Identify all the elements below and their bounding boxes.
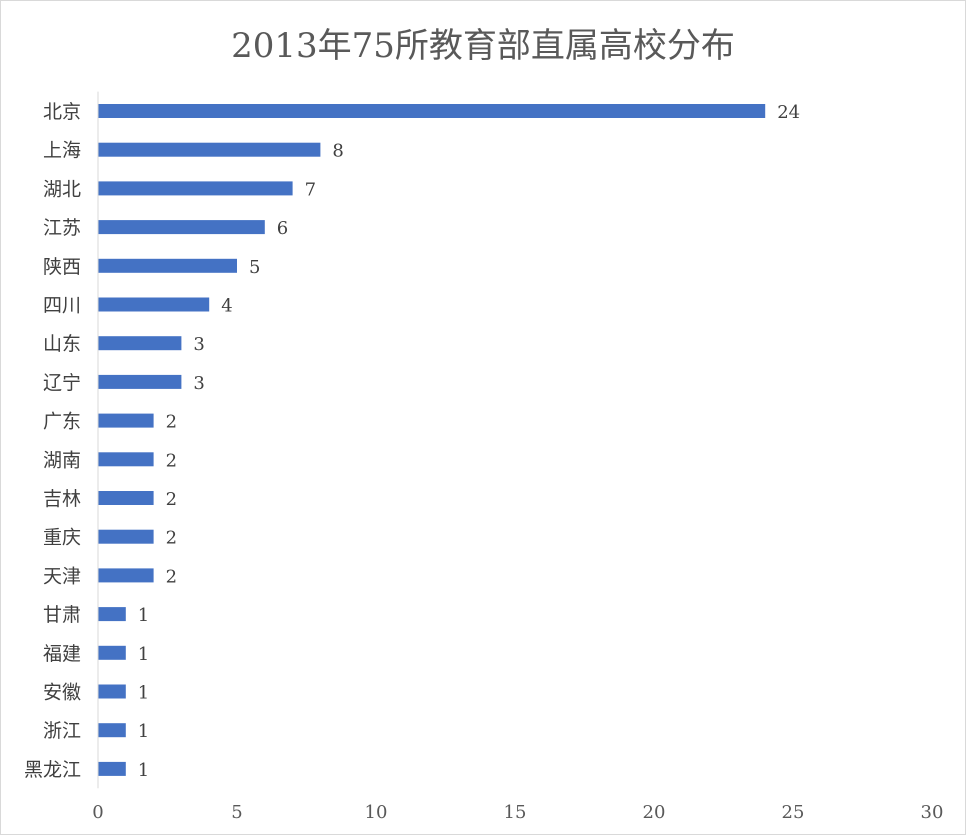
data-label-8: 2 bbox=[166, 412, 177, 433]
category-label-16: 浙江 bbox=[43, 720, 81, 742]
bar-2 bbox=[98, 181, 293, 196]
category-label-7: 辽宁 bbox=[43, 372, 81, 394]
x-tick-label-2: 10 bbox=[365, 802, 388, 823]
x-tick-labels-group: 0 5 10 15 20 25 30 bbox=[92, 802, 943, 823]
bar-14 bbox=[98, 645, 126, 660]
bar-10 bbox=[98, 491, 154, 505]
x-tick-label-5: 25 bbox=[782, 802, 805, 823]
category-label-9: 湖南 bbox=[43, 449, 81, 471]
data-label-12: 2 bbox=[166, 566, 177, 587]
bar-6 bbox=[98, 336, 182, 351]
data-label-7: 3 bbox=[193, 373, 204, 394]
x-tick-label-1: 5 bbox=[231, 802, 242, 823]
data-label-15: 1 bbox=[138, 683, 149, 704]
x-tick-label-4: 20 bbox=[643, 802, 666, 823]
data-label-13: 1 bbox=[138, 605, 149, 626]
category-label-2: 湖北 bbox=[43, 178, 81, 200]
category-label-3: 江苏 bbox=[43, 217, 81, 239]
category-label-5: 四川 bbox=[43, 295, 81, 317]
category-label-11: 重庆 bbox=[43, 527, 81, 549]
bar-1 bbox=[98, 142, 321, 157]
bar-3 bbox=[98, 220, 265, 235]
bar-0 bbox=[98, 104, 766, 118]
data-label-16: 1 bbox=[138, 721, 149, 742]
category-label-4: 陕西 bbox=[43, 256, 81, 278]
category-label-8: 广东 bbox=[43, 411, 81, 433]
category-label-10: 吉林 bbox=[43, 488, 81, 510]
x-tick-label-3: 15 bbox=[504, 802, 527, 823]
bar-11 bbox=[98, 529, 154, 544]
data-label-6: 3 bbox=[193, 334, 204, 355]
data-label-0: 24 bbox=[777, 102, 800, 123]
bar-8 bbox=[98, 413, 154, 428]
data-label-2: 7 bbox=[305, 179, 316, 200]
data-label-3: 6 bbox=[277, 218, 288, 239]
data-label-5: 4 bbox=[221, 296, 232, 317]
bar-12 bbox=[98, 568, 154, 583]
data-label-11: 2 bbox=[166, 528, 177, 549]
x-tick-label-0: 0 bbox=[92, 802, 103, 823]
bar-16 bbox=[98, 723, 126, 738]
chart-title: 2013年75所教育部直属高校分布 bbox=[231, 26, 735, 66]
bars-group bbox=[98, 104, 766, 776]
bar-9 bbox=[98, 452, 154, 467]
category-label-6: 山东 bbox=[43, 333, 81, 355]
data-label-4: 5 bbox=[249, 257, 260, 278]
bar-7 bbox=[98, 374, 182, 389]
data-label-9: 2 bbox=[166, 450, 177, 471]
category-label-14: 福建 bbox=[43, 643, 81, 665]
category-label-15: 安徽 bbox=[43, 682, 81, 704]
category-label-17: 黑龙江 bbox=[24, 759, 81, 781]
data-label-1: 8 bbox=[332, 141, 343, 162]
bar-17 bbox=[98, 761, 126, 776]
bar-5 bbox=[98, 297, 210, 312]
category-label-13: 甘肃 bbox=[43, 604, 81, 626]
x-tick-label-6: 30 bbox=[921, 802, 944, 823]
bar-13 bbox=[98, 607, 126, 622]
category-label-12: 天津 bbox=[43, 565, 81, 587]
category-label-1: 上海 bbox=[43, 140, 81, 162]
category-label-0: 北京 bbox=[43, 101, 81, 123]
bar-15 bbox=[98, 684, 126, 699]
bar-4 bbox=[98, 258, 237, 273]
data-label-17: 1 bbox=[138, 760, 149, 781]
data-label-14: 1 bbox=[138, 644, 149, 665]
data-label-10: 2 bbox=[166, 489, 177, 510]
